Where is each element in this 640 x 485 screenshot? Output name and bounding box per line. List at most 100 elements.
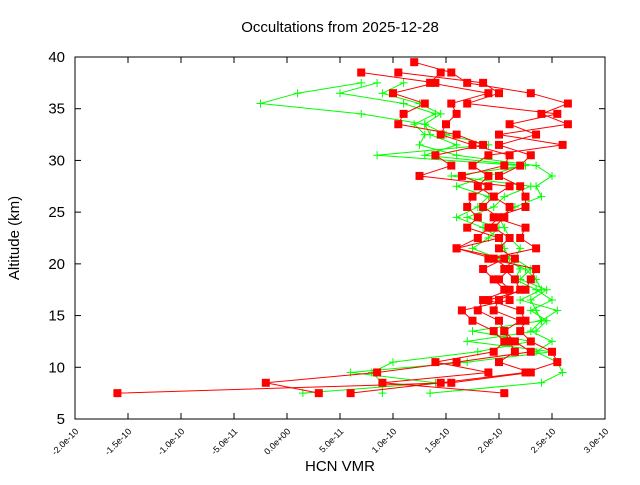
data-point-square: [505, 337, 514, 346]
data-point-square: [505, 285, 514, 294]
data-point-plus: [537, 316, 546, 325]
data-point-square: [479, 140, 488, 149]
data-point-plus: [532, 161, 541, 170]
data-point-square: [389, 89, 397, 98]
data-point-plus: [256, 99, 265, 108]
data-point-square: [463, 99, 472, 108]
data-point-plus: [548, 296, 556, 305]
data-point-square: [484, 254, 493, 263]
data-point-plus: [548, 171, 556, 180]
data-point-square: [532, 265, 541, 274]
data-point-square: [479, 202, 488, 211]
data-point-square: [426, 78, 435, 87]
data-point-square: [484, 151, 493, 160]
data-point-square: [500, 285, 509, 294]
y-tick-label: 10: [48, 359, 65, 376]
data-point-square: [510, 347, 519, 356]
data-point-square: [463, 78, 472, 87]
data-point-square: [505, 151, 514, 160]
data-point-plus: [420, 120, 429, 129]
data-point-square: [473, 234, 482, 242]
data-point-square: [473, 182, 482, 191]
data-point-square: [495, 171, 503, 180]
data-point-square: [516, 306, 525, 315]
data-point-plus: [463, 337, 472, 346]
x-tick-label: 2.0e-10: [476, 426, 505, 455]
data-point-square: [521, 202, 530, 211]
data-point-square: [489, 192, 498, 201]
data-point-square: [495, 358, 503, 367]
data-point-square: [521, 285, 530, 294]
data-point-square: [489, 213, 498, 222]
data-point-square: [548, 347, 556, 356]
data-point-square: [563, 99, 572, 108]
data-point-plus: [537, 192, 546, 201]
x-tick-label: -5.0e-11: [209, 426, 239, 456]
data-point-square: [495, 275, 503, 284]
data-point-square: [468, 316, 477, 325]
data-point-square: [505, 202, 514, 211]
data-point-square: [521, 223, 530, 232]
data-point-square: [526, 89, 535, 98]
data-point-square: [510, 275, 519, 284]
data-point-square: [463, 223, 472, 232]
data-point-square: [505, 234, 514, 242]
data-point-plus: [526, 327, 535, 336]
data-point-plus: [463, 358, 472, 367]
x-axis-label: HCN VMR: [305, 458, 375, 475]
data-point-plus: [389, 358, 397, 367]
data-point-square: [468, 192, 477, 201]
data-point-square: [489, 306, 498, 315]
data-point-square: [495, 140, 503, 149]
x-tick-label: -1.0e-10: [156, 426, 187, 457]
y-tick-label: 20: [48, 256, 65, 273]
data-point-plus: [468, 327, 477, 336]
chart-title: Occultations from 2025-12-28: [241, 19, 439, 36]
data-point-square: [452, 244, 461, 253]
data-point-plus: [558, 368, 567, 377]
data-point-square: [489, 327, 498, 336]
data-point-square: [394, 68, 403, 77]
data-point-plus: [373, 151, 382, 160]
data-point-square: [484, 368, 493, 377]
data-point-plus: [447, 171, 456, 180]
data-point-square: [553, 358, 562, 367]
data-point-square: [526, 368, 535, 377]
y-tick-label: 25: [48, 204, 65, 221]
data-point-square: [500, 254, 509, 263]
y-tick-label: 30: [48, 152, 65, 169]
data-point-plus: [537, 285, 546, 294]
data-point-square: [314, 389, 323, 398]
data-point-square: [510, 337, 519, 346]
data-point-square: [495, 244, 503, 253]
data-point-square: [447, 99, 456, 108]
data-point-square: [489, 275, 498, 284]
data-point-square: [484, 89, 493, 98]
data-point-plus: [293, 89, 302, 98]
data-point-square: [431, 151, 440, 160]
data-point-plus: [378, 389, 387, 398]
x-tick-label: -2.0e-10: [50, 426, 81, 457]
data-point-square: [431, 358, 440, 367]
data-point-plus: [452, 140, 461, 149]
data-point-square: [516, 161, 525, 170]
data-point-square: [516, 285, 525, 294]
data-point-square: [495, 316, 503, 325]
data-point-square: [479, 296, 488, 305]
data-point-square: [495, 89, 503, 98]
data-point-square: [447, 378, 456, 387]
x-tick-label: 3.0e-10: [582, 426, 611, 455]
x-tick-label: 2.5e-10: [529, 426, 558, 455]
data-point-plus: [516, 296, 525, 305]
data-point-square: [526, 275, 535, 284]
data-point-square: [479, 265, 488, 274]
data-point-square: [521, 192, 530, 201]
data-point-plus: [526, 182, 535, 191]
data-point-square: [500, 161, 509, 170]
data-point-square: [378, 378, 387, 387]
data-point-square: [495, 296, 503, 305]
data-point-square: [415, 171, 424, 180]
data-point-square: [452, 358, 461, 367]
data-point-square: [346, 389, 355, 398]
data-point-plus: [537, 378, 546, 387]
